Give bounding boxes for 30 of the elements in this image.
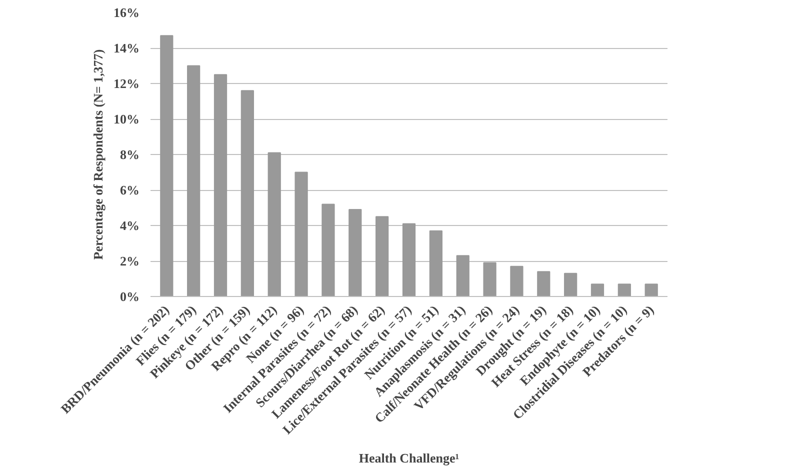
x-axis-title: Health Challenge¹ bbox=[358, 450, 460, 466]
bar bbox=[348, 209, 362, 296]
y-tick-label: 16% bbox=[114, 5, 140, 20]
bar bbox=[564, 272, 578, 296]
bar bbox=[322, 204, 335, 296]
y-tick-label: 6% bbox=[120, 182, 140, 198]
bar bbox=[510, 266, 524, 296]
bar bbox=[644, 284, 658, 296]
y-tick-label: 14% bbox=[114, 40, 140, 56]
bar bbox=[456, 255, 470, 296]
y-tick-label: 2% bbox=[120, 254, 140, 268]
bar bbox=[187, 65, 200, 296]
y-tick-label: 4% bbox=[120, 218, 140, 233]
bar bbox=[160, 35, 174, 296]
bar bbox=[294, 172, 308, 296]
bar bbox=[376, 216, 389, 296]
bar bbox=[429, 230, 442, 296]
bar bbox=[214, 74, 228, 296]
bar bbox=[402, 223, 416, 296]
bar bbox=[240, 90, 254, 296]
y-axis-title: Percentage of Respondents (N= 1,377) bbox=[90, 49, 106, 260]
y-tick-label: 10% bbox=[114, 112, 140, 126]
y-tick-label: 8% bbox=[120, 147, 140, 162]
bar bbox=[618, 284, 631, 296]
bar bbox=[537, 271, 550, 296]
bar bbox=[483, 262, 496, 296]
bar bbox=[590, 284, 604, 296]
bar bbox=[268, 152, 281, 296]
y-tick-label: 0% bbox=[120, 289, 140, 304]
y-tick-label: 12% bbox=[114, 76, 140, 91]
